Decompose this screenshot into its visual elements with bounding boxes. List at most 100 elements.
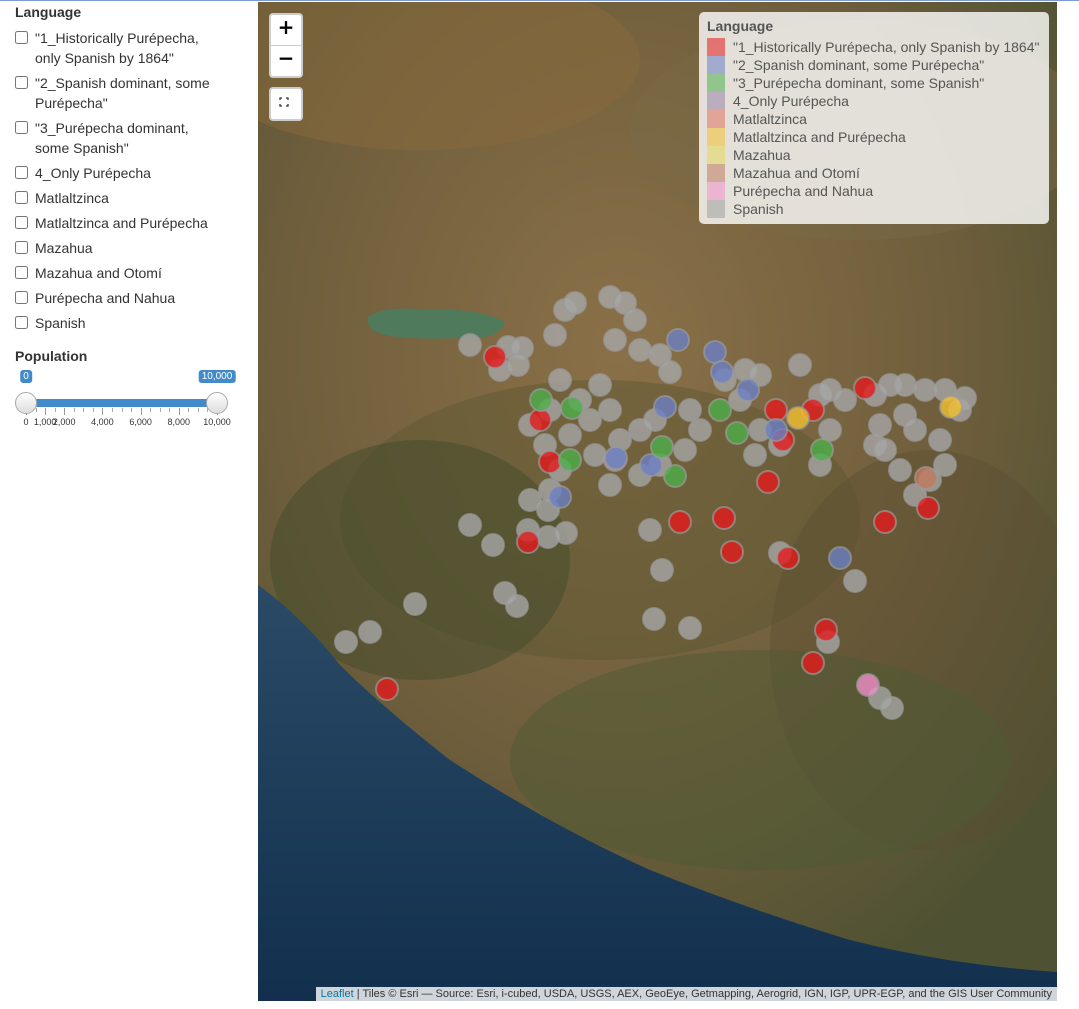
slider-minor-tick — [73, 408, 75, 412]
map-points — [334, 285, 977, 720]
legend-label: Mazahua and Otomí — [733, 165, 860, 181]
slider-tick — [102, 408, 104, 415]
slider-value-label: 0 — [20, 370, 32, 383]
language-option-label: Purépecha and Nahua — [35, 290, 176, 306]
language-checkbox[interactable] — [15, 241, 28, 254]
slider-minor-tick — [197, 408, 199, 412]
legend-items: "1_Historically Purépecha, only Spanish … — [707, 38, 1041, 218]
language-checkbox[interactable] — [15, 76, 28, 89]
slider-minor-tick — [188, 408, 190, 412]
legend-item: Matlaltzinca and Purépecha — [707, 128, 1041, 146]
zoom-in-button[interactable]: + — [277, 15, 295, 39]
legend-swatch — [707, 200, 725, 218]
slider-minor-tick — [83, 408, 85, 412]
legend-swatch — [707, 146, 725, 164]
language-options: "1_Historically Purépecha, only Spanish … — [15, 28, 245, 333]
attribution: Leaflet | Tiles © Esri — Source: Esri, i… — [315, 987, 1057, 1001]
population-slider: 0 1,000 2,000 4,000 6,000 8,000 10,000 0 10,000 — [15, 364, 245, 444]
slider-handle[interactable] — [15, 392, 37, 414]
legend-label: "2_Spanish dominant, some Purépecha" — [733, 57, 985, 73]
leaflet-link[interactable]: Leaflet — [320, 988, 354, 1000]
language-option: Matlaltzinca — [15, 188, 245, 208]
language-checkbox[interactable] — [15, 191, 28, 204]
legend-item: Mazahua — [707, 146, 1041, 164]
language-option-label: Mazahua and Otomí — [35, 265, 162, 281]
language-option: "1_Historically Purépecha, only Spanish … — [15, 28, 245, 68]
slider-minor-tick — [169, 408, 171, 412]
legend-swatch — [707, 74, 725, 92]
slider-minor-tick — [92, 408, 94, 412]
slider-tick-label: 2,000 — [52, 417, 76, 427]
legend-label: Mazahua — [733, 147, 791, 163]
slider-tick-label: 10,000 — [203, 417, 231, 427]
language-option: Mazahua and Otomí — [15, 263, 245, 283]
fullscreen-icon — [279, 97, 289, 107]
slider-tick — [178, 408, 180, 415]
attribution-text: | Tiles © Esri — Source: Esri, i-cubed, … — [353, 988, 1052, 1000]
slider-handle[interactable] — [206, 392, 228, 414]
slider-value-label: 10,000 — [198, 370, 236, 383]
population-label: Population — [15, 348, 88, 364]
sidebar: Language "1_Historically Purépecha, only… — [15, 4, 245, 444]
legend-swatch — [707, 92, 725, 110]
slider-minor-tick — [159, 408, 161, 412]
language-option-label: Spanish — [35, 315, 86, 331]
slider-tick — [45, 408, 47, 415]
language-option: Purépecha and Nahua — [15, 288, 245, 308]
legend-swatch — [707, 128, 725, 146]
legend-label: Matlaltzinca — [733, 111, 807, 127]
language-option-label: Mazahua — [35, 240, 93, 256]
legend-label: 4_Only Purépecha — [733, 93, 849, 109]
language-checkbox[interactable] — [15, 291, 28, 304]
legend-label: Matlaltzinca and Purépecha — [733, 129, 906, 145]
slider-minor-tick — [54, 408, 56, 412]
legend-swatch — [707, 56, 725, 74]
language-option: 4_Only Purépecha — [15, 163, 245, 183]
slider-tick-label: 8,000 — [167, 417, 191, 427]
legend-item: 4_Only Purépecha — [707, 92, 1041, 110]
language-option: "2_Spanish dominant, some Purépecha" — [15, 73, 245, 113]
language-option: Spanish — [15, 313, 245, 333]
legend: Language "1_Historically Purépecha, only… — [699, 12, 1049, 224]
legend-label: Purépecha and Nahua — [733, 183, 874, 199]
slider-minor-tick — [111, 408, 113, 412]
legend-label: "1_Historically Purépecha, only Spanish … — [733, 39, 1040, 55]
legend-item: Mazahua and Otomí — [707, 164, 1041, 182]
slider-tick — [64, 408, 66, 415]
language-label: Language — [15, 4, 82, 20]
fullscreen-button[interactable] — [269, 87, 303, 121]
language-option-label: "2_Spanish dominant, some Purépecha" — [35, 75, 210, 111]
slider-minor-tick — [150, 408, 152, 412]
language-checkbox[interactable] — [15, 316, 28, 329]
legend-item: Spanish — [707, 200, 1041, 218]
language-checkbox[interactable] — [15, 166, 28, 179]
slider-tick — [140, 408, 142, 415]
slider-minor-tick — [121, 408, 123, 412]
legend-item: "1_Historically Purépecha, only Spanish … — [707, 38, 1041, 56]
language-option-label: "3_Purépecha dominant, some Spanish" — [35, 120, 189, 156]
language-option-label: Matlaltzinca and Purépecha — [35, 215, 208, 231]
legend-label: "3_Purépecha dominant, some Spanish" — [733, 75, 985, 91]
legend-item: Matlaltzinca — [707, 110, 1041, 128]
legend-title: Language — [707, 18, 774, 34]
legend-item: "3_Purépecha dominant, some Spanish" — [707, 74, 1041, 92]
language-option-label: "1_Historically Purépecha, only Spanish … — [35, 30, 199, 66]
slider-tick-label: 4,000 — [91, 417, 114, 427]
language-option: "3_Purépecha dominant, some Spanish" — [15, 118, 245, 158]
legend-swatch — [707, 182, 725, 200]
legend-item: Purépecha and Nahua — [707, 182, 1041, 200]
slider-minor-tick — [35, 408, 37, 412]
zoom-out-button[interactable]: − — [271, 45, 301, 76]
language-option: Mazahua — [15, 238, 245, 258]
language-checkbox[interactable] — [15, 121, 28, 134]
slider-minor-tick — [131, 408, 133, 412]
language-option-label: 4_Only Purépecha — [35, 165, 151, 181]
language-option-label: Matlaltzinca — [35, 190, 109, 206]
language-checkbox[interactable] — [15, 266, 28, 279]
slider-tick-label: 1,000 — [33, 417, 57, 427]
language-checkbox[interactable] — [15, 31, 28, 44]
language-checkbox[interactable] — [15, 216, 28, 229]
map: + − Language "1_Historically Purépecha, … — [258, 2, 1057, 1001]
language-option: Matlaltzinca and Purépecha — [15, 213, 245, 233]
legend-item: "2_Spanish dominant, some Purépecha" — [707, 56, 1041, 74]
